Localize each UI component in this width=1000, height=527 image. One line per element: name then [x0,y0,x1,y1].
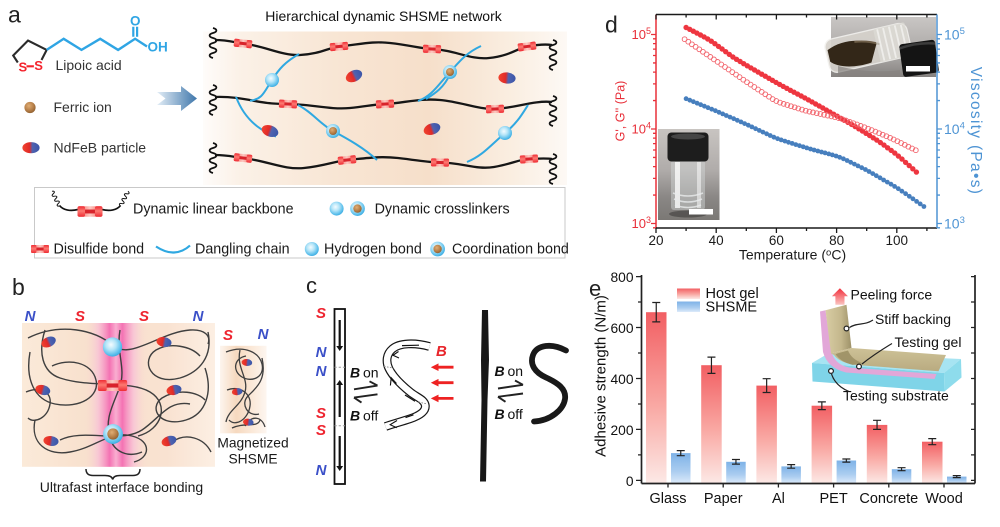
svg-text:Testing gel: Testing gel [895,334,962,350]
svg-text:N: N [316,344,328,361]
svg-text:B: B [350,408,360,424]
svg-text:Temperature (oC): Temperature (oC) [739,247,846,263]
svg-text:on: on [363,365,379,381]
svg-text:S: S [316,422,326,439]
svg-text:c: c [306,273,317,298]
svg-text:b: b [12,274,25,300]
svg-text:N: N [258,326,270,343]
svg-text:Dangling chain: Dangling chain [195,242,290,258]
svg-text:Viscosity (Pa•s): Viscosity (Pa•s) [967,67,984,195]
svg-text:S: S [223,327,233,344]
svg-text:N: N [316,462,328,479]
svg-text:Testing substrate: Testing substrate [843,388,949,404]
svg-text:Ferric ion: Ferric ion [54,99,112,115]
svg-text:S: S [316,305,326,322]
svg-text:S: S [18,60,27,75]
svg-text:G', G'' (Pa): G', G'' (Pa) [614,81,628,142]
svg-text:Ultrafast interface bonding: Ultrafast interface bonding [40,479,203,495]
svg-text:N: N [25,308,37,325]
svg-text:Concrete: Concrete [859,491,918,507]
svg-text:Host gel: Host gel [706,286,759,302]
svg-text:40: 40 [709,233,724,248]
svg-text:B: B [495,363,505,379]
svg-text:S: S [34,58,43,73]
svg-text:a: a [8,2,21,28]
svg-text:400: 400 [610,372,633,387]
svg-text:PET: PET [819,491,847,507]
svg-text:S: S [316,405,326,422]
svg-text:N: N [316,363,328,380]
svg-text:Adhesive strength (N/m): Adhesive strength (N/m) [593,295,610,457]
svg-text:200: 200 [610,423,633,438]
svg-text:off: off [508,406,523,422]
svg-text:NdFeB particle: NdFeB particle [54,140,147,156]
svg-text:100: 100 [886,233,909,248]
svg-text:Dynamic crosslinkers: Dynamic crosslinkers [375,202,510,218]
svg-text:Al: Al [772,491,785,507]
svg-text:Peeling force: Peeling force [851,287,933,303]
svg-text:e: e [589,276,601,301]
svg-text:60: 60 [769,233,784,248]
svg-text:N: N [193,308,205,325]
svg-text:Magnetized: Magnetized [217,436,288,451]
svg-text:B: B [495,406,505,422]
svg-text:d: d [605,12,618,38]
svg-text:80: 80 [829,233,844,248]
svg-text:800: 800 [610,270,633,285]
svg-text:off: off [363,408,378,424]
svg-text:Glass: Glass [649,491,686,507]
svg-text:Stiff backing: Stiff backing [875,311,951,327]
svg-text:20: 20 [648,233,663,248]
svg-text:OH: OH [148,40,168,55]
svg-text:Wood: Wood [925,491,963,507]
svg-text:Lipoic acid: Lipoic acid [56,57,122,73]
svg-text:SHSME: SHSME [228,452,277,467]
svg-text:S: S [139,308,149,325]
svg-text:Dynamic linear backbone: Dynamic linear backbone [133,202,294,218]
svg-text:0: 0 [626,474,634,489]
svg-text:Coordination bond: Coordination bond [452,242,569,258]
svg-text:S: S [75,308,85,325]
svg-text:B: B [436,343,447,360]
svg-text:O: O [130,14,141,29]
svg-text:Hierarchical dynamic SHSME net: Hierarchical dynamic SHSME network [265,8,503,24]
svg-text:B: B [350,365,360,381]
svg-text:600: 600 [610,321,633,336]
svg-text:Disulfide bond: Disulfide bond [54,242,145,258]
svg-text:Paper: Paper [704,491,743,507]
svg-text:on: on [508,363,524,379]
svg-text:Hydrogen bond: Hydrogen bond [324,242,422,258]
svg-text:SHSME: SHSME [706,300,758,316]
